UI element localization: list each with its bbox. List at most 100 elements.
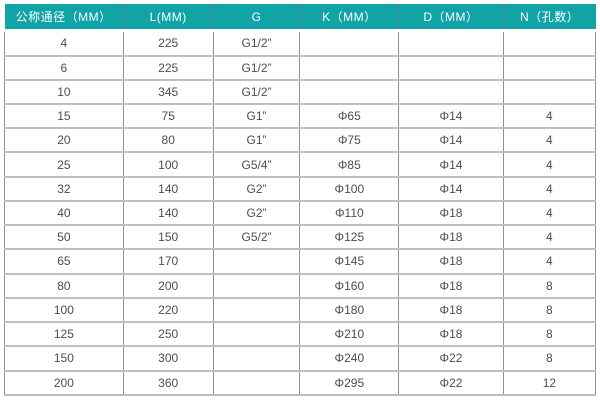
table-cell: 4 [502,199,597,227]
table-cell: Φ65 [299,102,400,130]
table-cell: 200 [122,272,214,299]
table-cell: Φ14 [398,151,504,178]
table-cell: Φ22 [398,369,504,397]
table-cell: 140 [122,175,214,202]
table-cell: 4 [502,127,597,154]
table-cell: Φ110 [299,199,400,227]
column-header-6: N（孔数） [502,4,596,32]
table-cell [502,54,597,81]
table-cell: G2” [212,199,301,227]
table-cell: Φ18 [398,248,504,275]
table-cell [299,54,400,81]
column-header-4: K（MM） [299,4,399,32]
table-cell: 80 [122,127,214,154]
table-cell: 8 [502,321,597,348]
column-header-5: D（MM） [398,4,504,32]
table-cell: Φ85 [299,151,400,178]
table-cell: 8 [502,296,597,324]
table-cell: G5/2” [212,224,301,251]
table-row: 15 75 G1” Φ65 Φ14 4 [4,102,597,130]
table-cell: 100 [4,296,124,324]
table-cell: Φ100 [299,175,400,202]
table-cell: Φ14 [398,127,504,154]
table-cell: Φ18 [398,272,504,299]
table-cell: 225 [122,29,214,57]
table-cell: Φ18 [398,321,504,348]
table-cell: 25 [4,151,124,178]
table-cell [398,29,504,57]
table-cell: 75 [122,102,214,130]
table-cell [398,78,504,105]
table-cell: G1” [212,127,301,154]
table-cell: 200 [4,369,124,397]
table-cell: 345 [122,78,214,105]
table-row: 100 220 Φ180 Φ18 8 [4,296,597,324]
table-row: 10 345 G1/2” [4,78,597,105]
table-cell [212,248,301,275]
table-cell: 4 [502,248,597,275]
table-cell: 15 [4,102,124,130]
table-cell: G1/2” [212,78,301,105]
column-header-2: L(MM) [122,4,214,32]
table-cell: 4 [502,175,597,202]
table-row: 6 225 G1/2” [4,54,597,81]
table-cell: 4 [502,151,597,178]
table-cell: 4 [4,29,124,57]
table-cell [212,321,301,348]
table-cell [502,29,597,57]
column-header-3: G [212,4,300,32]
table-cell: 4 [502,224,597,251]
table-cell: Φ18 [398,296,504,324]
table-row: 32 140 G2” Φ100 Φ14 4 [4,175,597,202]
table-cell: 250 [122,321,214,348]
table-cell [299,78,400,105]
table-cell: Φ145 [299,248,400,275]
table-body: 4 225 G1/2” 6 225 G1/2” 10 345 G1/2” 15 75 G1” Φ65 Φ1… [4,29,597,397]
table-row: 25 100 G5/4” Φ85 Φ14 4 [4,151,597,178]
table-cell: 50 [4,224,124,251]
table-cell: 125 [4,321,124,348]
table-cell: Φ160 [299,272,400,299]
table-cell [212,296,301,324]
table-cell: Φ14 [398,175,504,202]
table-cell: 20 [4,127,124,154]
table-cell: 100 [122,151,214,178]
table-cell: G1” [212,102,301,130]
table-cell [212,369,301,397]
table-cell [398,54,504,81]
dimension-spec-table: 公称通径（MM） L(MM) G K（MM） D（MM） N（孔数） 4 225 G1/2” 6… [4,4,597,397]
table-cell: Φ240 [299,345,400,372]
table-cell: 4 [502,102,597,130]
table-cell: 65 [4,248,124,275]
table-cell: 8 [502,345,597,372]
table-cell: Φ75 [299,127,400,154]
table-cell [212,272,301,299]
table-row: 150 300 Φ240 Φ22 8 [4,345,597,372]
table-cell: 80 [4,272,124,299]
table-cell: 32 [4,175,124,202]
table-header-row: 公称通径（MM） L(MM) G K（MM） D（MM） N（孔数） [4,4,596,32]
table-cell: Φ180 [299,296,400,324]
table-cell: Φ14 [398,102,504,130]
table-cell: Φ18 [398,224,504,251]
table-cell: G1/2” [212,29,301,57]
table-cell: 140 [122,199,214,227]
table-row: 125 250 Φ210 Φ18 8 [4,321,597,348]
table-cell [502,78,597,105]
table-row: 80 200 Φ160 Φ18 8 [4,272,597,299]
table-row: 20 80 G1” Φ75 Φ14 4 [4,127,597,154]
table-cell: G2” [212,175,301,202]
table-cell: 220 [122,296,214,324]
table-cell: 150 [4,345,124,372]
table-cell: Φ210 [299,321,400,348]
table-cell [299,29,400,57]
table-row: 50 150 G5/2” Φ125 Φ18 4 [4,224,597,251]
table-cell: 225 [122,54,214,81]
table-cell: 150 [122,224,214,251]
table-cell: G5/4” [212,151,301,178]
table-cell: Φ125 [299,224,400,251]
column-header-1: 公称通径（MM） [4,4,124,32]
table-cell: 8 [502,272,597,299]
table-cell: 12 [502,369,597,397]
